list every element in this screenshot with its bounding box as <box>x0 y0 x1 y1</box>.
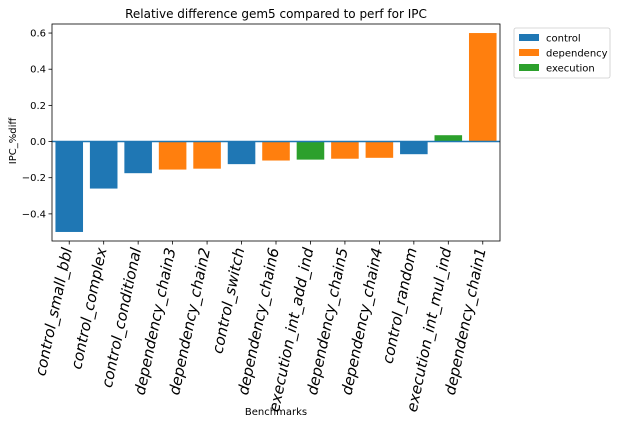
bar-control_switch <box>227 141 256 165</box>
legend-label-control: control <box>546 34 581 45</box>
x-axis-label: Benchmarks <box>245 407 307 418</box>
y-tick-label: 0.6 <box>30 29 46 40</box>
plot-area <box>51 23 501 242</box>
legend-swatch-control <box>519 34 539 41</box>
y-tick-label: −0.2 <box>22 173 46 184</box>
x-tick-label-control_switch: control_switch <box>208 246 249 355</box>
bar-dependency_chain1 <box>468 33 497 142</box>
bar-execution_int_mul_ind <box>434 135 463 142</box>
legend-swatch-dependency <box>519 49 539 56</box>
y-axis-label: IPC_%diff <box>8 117 19 165</box>
x-axis: control_small_bblcontrol_complexcontrol_… <box>31 241 491 414</box>
legend-label-dependency: dependency <box>546 49 608 60</box>
legend-label-execution: execution <box>546 64 595 75</box>
bar-dependency_chain6 <box>262 141 290 161</box>
y-tick-label: 0.0 <box>30 137 46 148</box>
y-axis: −0.4 −0.2 0.0 0.2 0.4 0.6 <box>22 29 52 220</box>
bar-dependency_chain4 <box>365 141 394 158</box>
bar-dependency_chain3 <box>158 141 187 170</box>
bar-control_complex <box>89 141 118 189</box>
chart-title: Relative difference gem5 compared to per… <box>125 7 427 21</box>
bar-control_small_bbl <box>55 141 84 232</box>
legend-swatch-execution <box>519 64 539 71</box>
plot-frame <box>51 23 501 242</box>
bar-dependency_chain5 <box>331 141 359 159</box>
y-tick-label: 0.4 <box>30 65 46 76</box>
bar-control_random <box>400 141 428 155</box>
bar-control_conditional <box>124 141 152 174</box>
bar-execution_int_add_ind <box>296 141 325 160</box>
y-tick-label: −0.4 <box>22 209 46 220</box>
legend: control dependency execution <box>513 27 611 79</box>
bar-dependency_chain2 <box>193 141 221 169</box>
y-tick-label: 0.2 <box>30 101 46 112</box>
